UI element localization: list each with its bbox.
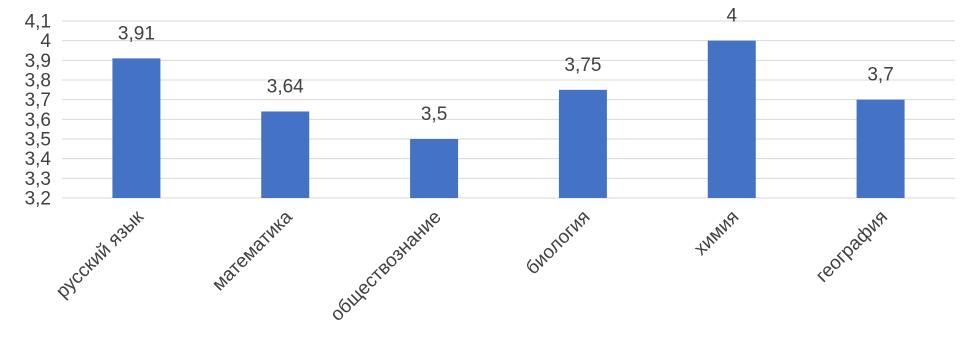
y-tick-label: 3,5	[25, 130, 51, 151]
bar	[707, 40, 756, 198]
x-category-label: химия	[690, 207, 743, 260]
data-label: 3,64	[267, 76, 304, 97]
bar	[410, 139, 459, 198]
data-label: 3,7	[867, 65, 893, 86]
x-category-label: география	[812, 207, 892, 287]
y-tick-label: 3,2	[25, 189, 51, 210]
y-tick-label: 3,7	[25, 90, 51, 111]
x-axis-category-labels: русский язык математика обществознание биол…	[52, 206, 892, 326]
data-label: 3,5	[421, 104, 447, 125]
bar	[856, 99, 905, 198]
data-label: 3,75	[564, 55, 601, 76]
data-label: 4	[726, 6, 737, 27]
y-tick-label: 3,3	[25, 169, 51, 190]
x-category-label: математика	[208, 206, 297, 295]
y-tick-label: 3,4	[25, 149, 52, 170]
y-tick-label: 4,1	[25, 12, 51, 33]
y-tick-label: 3,8	[25, 71, 51, 92]
data-labels: 3,91 3,64 3,5 3,75 4 3,7	[118, 6, 894, 125]
bars	[112, 40, 905, 198]
x-category-label: русский язык	[52, 206, 148, 302]
x-category-label: биология	[522, 207, 594, 279]
bar	[112, 58, 161, 198]
data-label: 3,91	[118, 23, 155, 44]
y-tick-label: 3,6	[25, 110, 51, 131]
bar	[558, 89, 607, 198]
gridlines	[62, 20, 955, 199]
x-category-label: обществознание	[327, 207, 446, 326]
bar	[261, 111, 310, 198]
y-axis-tick-labels: 3,23,33,43,53,63,73,83,944,1	[25, 12, 52, 210]
y-tick-label: 3,9	[25, 51, 51, 72]
y-tick-label: 4	[40, 31, 51, 52]
